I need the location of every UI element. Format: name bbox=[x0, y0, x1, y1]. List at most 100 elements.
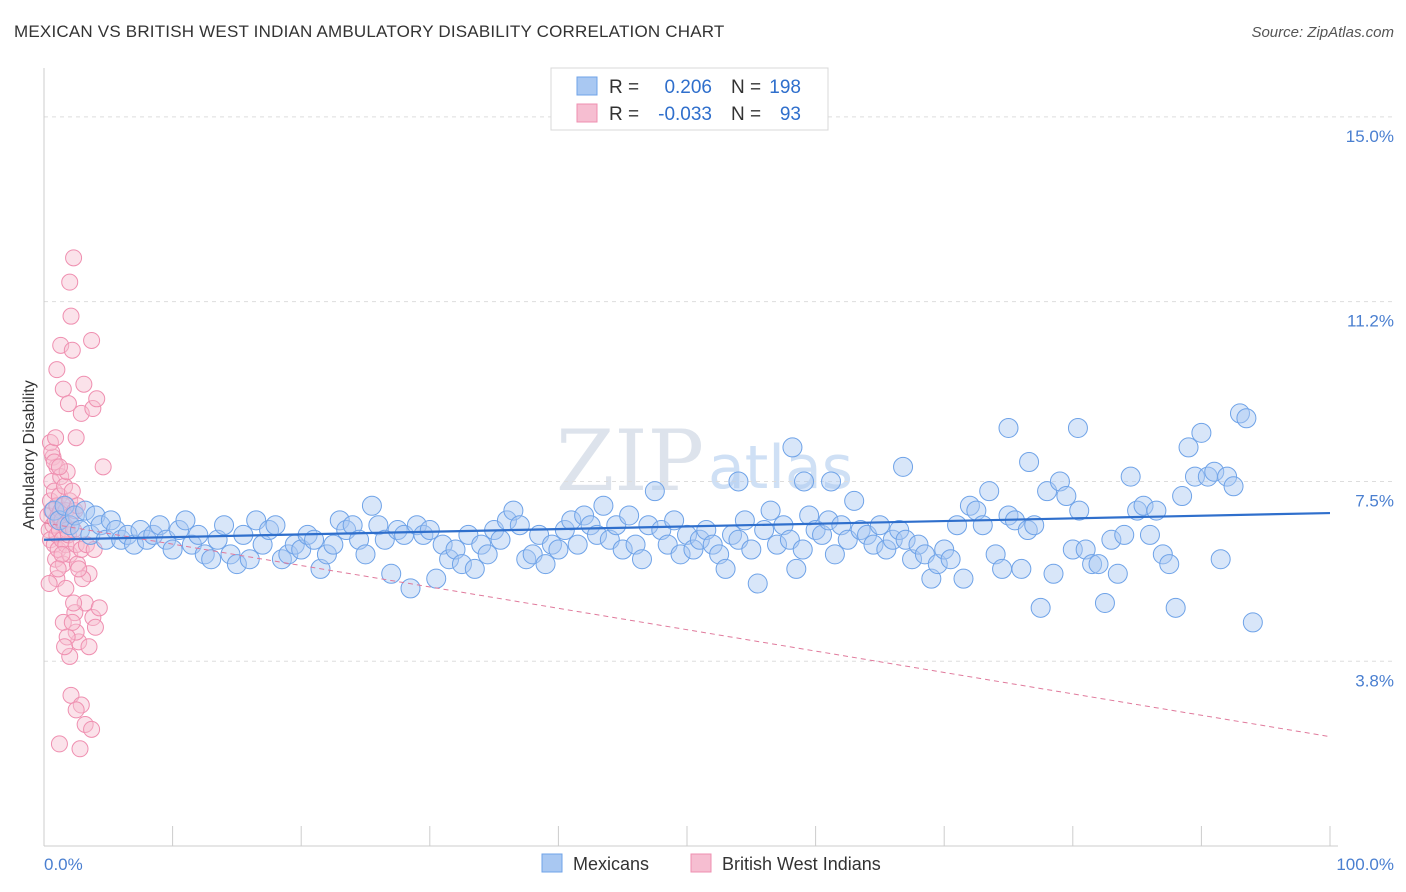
mexicans-point-124 bbox=[824, 544, 845, 565]
bottom-legend-swatch-british-west-indians bbox=[690, 853, 712, 873]
british-west-indians-point-83 bbox=[74, 570, 92, 588]
british-west-indians-point-92 bbox=[56, 638, 74, 656]
mexicans-point-188 bbox=[1236, 408, 1257, 429]
y-tick-label-2: 11.2% bbox=[1347, 312, 1394, 331]
mexicans-point-186 bbox=[1223, 476, 1244, 497]
mexicans-point-170 bbox=[1120, 466, 1141, 487]
mexicans-point-174 bbox=[1146, 500, 1167, 521]
british-west-indians-point-49 bbox=[63, 341, 81, 359]
mexicans-point-113 bbox=[754, 520, 775, 541]
mexicans-point-12 bbox=[106, 520, 127, 541]
british-west-indians-point-75 bbox=[67, 701, 85, 719]
bottom-legend-label-mexicans: Mexicans bbox=[573, 854, 649, 874]
british-west-indians-point-79 bbox=[71, 740, 89, 758]
mexicans-point-192 bbox=[998, 417, 1019, 438]
mexicans-point-59 bbox=[406, 515, 427, 536]
british-west-indians-point-50 bbox=[62, 307, 80, 325]
mexicans-point-153 bbox=[1011, 558, 1032, 579]
mexicans-point-190 bbox=[782, 437, 803, 458]
watermark-zip: ZIP bbox=[556, 412, 704, 510]
mexicans-point-70 bbox=[477, 544, 498, 565]
watermark-atlas: atlas bbox=[708, 433, 853, 503]
mexicans-point-143 bbox=[947, 515, 968, 536]
mexicans-point-102 bbox=[683, 539, 704, 560]
mexicans-point-112 bbox=[747, 573, 768, 594]
mexicans-point-194 bbox=[1019, 452, 1040, 472]
british-west-indians-point-61 bbox=[72, 540, 90, 558]
legend-r-value-1: -0.033 bbox=[658, 104, 712, 125]
mexicans-point-88 bbox=[593, 495, 614, 516]
mexicans-point-51 bbox=[355, 544, 376, 565]
mexicans-point-87 bbox=[586, 524, 607, 545]
mexicans-point-119 bbox=[792, 539, 813, 560]
british-west-indians-point-77 bbox=[83, 720, 101, 738]
mexicans-point-179 bbox=[1178, 437, 1199, 458]
british-west-indians-point-59 bbox=[94, 458, 112, 476]
mexicans-point-64 bbox=[439, 549, 460, 570]
british-west-indians-point-67 bbox=[84, 609, 102, 627]
british-west-indians-point-82 bbox=[65, 594, 83, 612]
mexicans-point-11 bbox=[100, 510, 121, 531]
mexicans-point-68 bbox=[464, 558, 485, 579]
bottom-legend: Mexicans British West Indians bbox=[541, 853, 881, 874]
mexicans-point-155 bbox=[1024, 515, 1045, 536]
legend-n-label-0: N = bbox=[731, 77, 761, 98]
mexicans-point-75 bbox=[509, 515, 530, 536]
mexicans-point-69 bbox=[471, 534, 492, 555]
british-west-indians-point-84 bbox=[53, 545, 71, 563]
british-west-indians-points bbox=[39, 249, 112, 758]
british-west-indians-point-27 bbox=[57, 536, 75, 554]
mexicans-point-3 bbox=[59, 515, 80, 536]
mexicans-point-127 bbox=[844, 490, 865, 511]
british-west-indians-point-86 bbox=[40, 575, 58, 593]
british-west-indians-point-56 bbox=[84, 400, 102, 418]
mexicans-point-165 bbox=[1088, 554, 1109, 575]
mexicans-point-147 bbox=[972, 515, 993, 536]
y-axis-label: Ambulatory Disability bbox=[21, 380, 38, 529]
mexicans-point-195 bbox=[794, 471, 815, 492]
mexicans-point-132 bbox=[876, 539, 897, 560]
mexicans-point-168 bbox=[1107, 563, 1128, 584]
mexicans-point-96 bbox=[644, 481, 665, 502]
mexicans-point-131 bbox=[869, 515, 890, 536]
mexicans-point-110 bbox=[734, 510, 755, 531]
mexicans-point-45 bbox=[316, 544, 337, 565]
mexicans-point-123 bbox=[818, 510, 839, 531]
mexicans-point-92 bbox=[619, 505, 640, 526]
mexicans-point-91 bbox=[612, 539, 633, 560]
chart-title: MEXICAN VS BRITISH WEST INDIAN AMBULATOR… bbox=[14, 22, 725, 41]
british-west-indians-point-45 bbox=[48, 361, 66, 379]
mexicans-point-33 bbox=[239, 549, 260, 570]
mexicans-point-184 bbox=[1210, 549, 1231, 570]
mexicans-point-185 bbox=[1217, 466, 1238, 487]
mexicans-point-27 bbox=[201, 549, 222, 570]
legend-swatch-british-west-indians bbox=[576, 103, 598, 123]
british-west-indians-point-53 bbox=[67, 429, 85, 447]
mexicans-point-191 bbox=[893, 456, 914, 477]
mexicans-point-115 bbox=[767, 534, 788, 555]
mexicans-point-148 bbox=[979, 481, 1000, 502]
mexicans-point-172 bbox=[1133, 495, 1154, 516]
british-west-indians-point-85 bbox=[49, 560, 67, 578]
mexicans-point-137 bbox=[908, 534, 929, 555]
x-ticks bbox=[43, 826, 1331, 846]
british-west-indians-point-52 bbox=[65, 249, 83, 267]
mexicans-point-150 bbox=[992, 558, 1013, 579]
mexicans-point-79 bbox=[535, 554, 556, 575]
bottom-legend-swatch-mexicans bbox=[541, 853, 563, 873]
mexicans-point-173 bbox=[1139, 524, 1160, 545]
mexicans-point-21 bbox=[162, 539, 183, 560]
bottom-legend-label-british-west-indians: British West Indians bbox=[722, 854, 881, 874]
british-west-indians-point-9 bbox=[45, 482, 63, 500]
mexicans-point-183 bbox=[1204, 461, 1225, 482]
mexicans-point-6 bbox=[75, 500, 96, 521]
mexicans-point-30 bbox=[220, 544, 241, 565]
legend-r-value-0: 0.206 bbox=[664, 77, 712, 98]
mexicans-point-167 bbox=[1101, 529, 1122, 550]
mexicans-point-169 bbox=[1114, 524, 1135, 545]
mexicans-point-176 bbox=[1159, 554, 1180, 575]
mexicans-point-86 bbox=[580, 515, 601, 536]
mexicans-point-84 bbox=[567, 534, 588, 555]
british-west-indians-point-72 bbox=[61, 647, 79, 665]
